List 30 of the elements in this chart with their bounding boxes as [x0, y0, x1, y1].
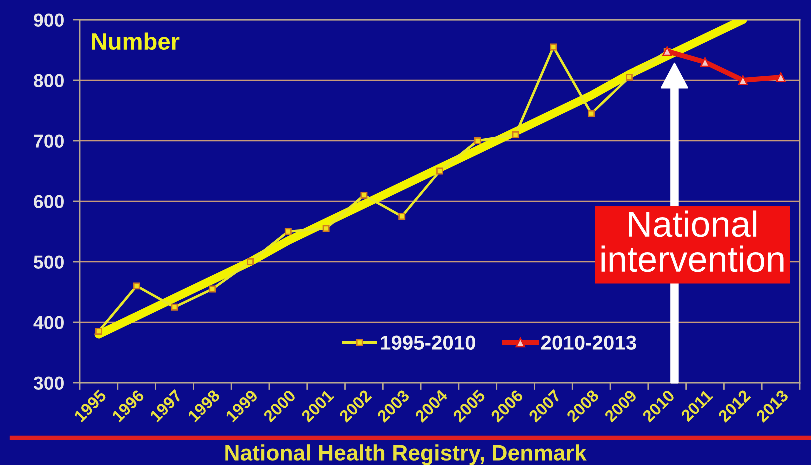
- point: [209, 286, 216, 293]
- y-axis-title: Number: [92, 32, 180, 50]
- point: [360, 192, 368, 199]
- y-tick-label: 300: [34, 376, 64, 390]
- point: [171, 304, 178, 311]
- point: [398, 213, 406, 220]
- legend-label: 2010-2013: [541, 336, 636, 350]
- text: National Health Registry, Denmark: [226, 444, 587, 465]
- y-tick-label: 600: [34, 195, 64, 208]
- point: [626, 74, 633, 81]
- legend-label: 1995-2010: [381, 336, 476, 350]
- point: [95, 328, 102, 336]
- point: [550, 44, 558, 51]
- point: [133, 282, 140, 290]
- point: [247, 258, 254, 266]
- annotation: National intervention: [602, 210, 784, 272]
- y-tick-label: 700: [34, 134, 64, 148]
- y-tick-label: 900: [34, 14, 64, 27]
- point: [738, 76, 748, 86]
- point: [474, 138, 482, 144]
- y-tick-label: 800: [34, 74, 64, 88]
- point: [322, 225, 330, 232]
- y-tick-label: 500: [34, 256, 64, 269]
- point: [588, 110, 596, 118]
- point: [700, 57, 710, 68]
- point: [776, 72, 786, 82]
- point: [512, 131, 520, 138]
- y-tick-label: 400: [34, 316, 64, 330]
- point: [436, 168, 444, 175]
- point: [284, 228, 292, 236]
